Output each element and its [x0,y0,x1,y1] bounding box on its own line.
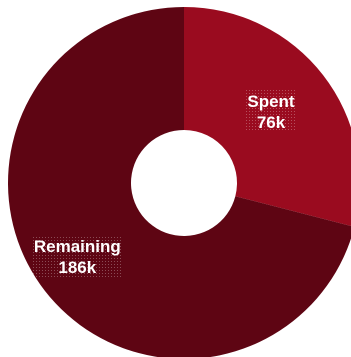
slice-label-background [246,90,296,132]
slice-label-remaining: Remaining 186k [32,235,123,277]
slice-category-label: Spent [247,92,295,111]
slice-category-label: Remaining [34,237,121,256]
labels-layer: Spent 76k Remaining 186k [32,90,296,277]
slice-value-label: 76k [257,113,286,132]
slices-layer [8,7,351,357]
slice-label-background [32,235,123,277]
slice-label-spent: Spent 76k [246,90,296,132]
slice-value-label: 186k [58,258,96,277]
